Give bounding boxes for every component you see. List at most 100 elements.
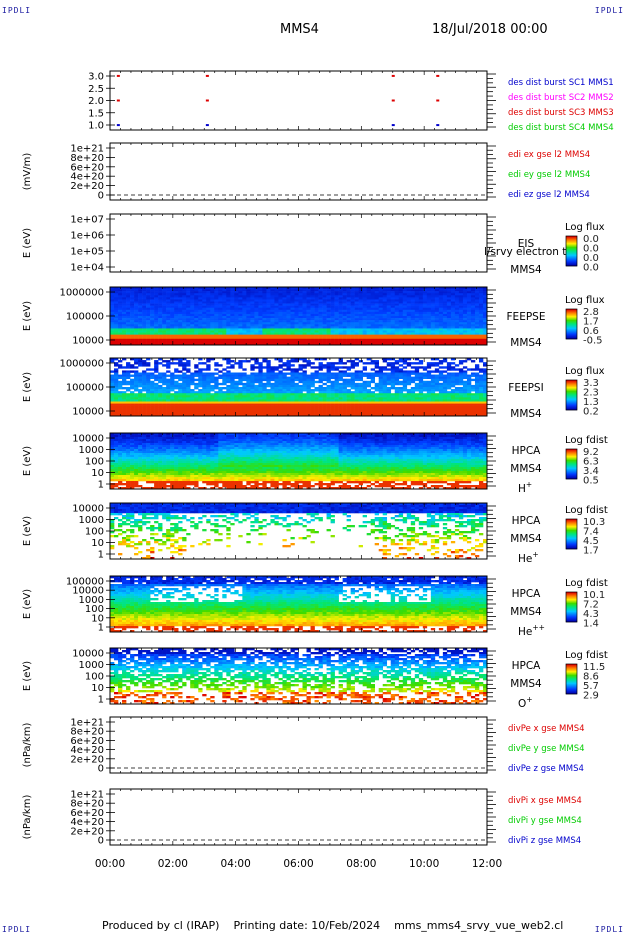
burst-marker [116, 124, 120, 127]
legend-entry: divPe z gse MMS4 [508, 764, 584, 774]
y-axis-label: E (eV) [22, 516, 33, 546]
y-tick-label: 10000 [72, 434, 104, 445]
colorbar-title: Log flux [565, 295, 605, 306]
species-label: He+ [518, 550, 539, 565]
y-tick-label: 1.5 [88, 108, 104, 119]
y-axis-label: E (eV) [22, 589, 33, 619]
y-tick-label: 100 [85, 527, 104, 538]
y-tick-label: 1e+04 [70, 263, 104, 274]
panel-frame [109, 70, 488, 131]
spacecraft-label: MMS4 [510, 264, 542, 276]
y-tick-label: 1000 [79, 660, 104, 671]
panel-frame [109, 142, 488, 201]
y-tick-label: 1000000 [59, 359, 104, 370]
spectrogram [110, 576, 488, 633]
colorbar-label: -0.5 [583, 336, 603, 347]
y-tick-label: 1000000 [59, 288, 104, 299]
y-axis-label: E (eV) [22, 372, 33, 402]
burst-marker [205, 124, 209, 127]
y-tick-label: 1000 [79, 445, 104, 456]
colorbar-label: 5.7 [583, 681, 599, 692]
colorbar [565, 379, 578, 411]
y-tick-label: 0 [98, 836, 104, 847]
y-tick-label: 2.0 [88, 96, 104, 107]
colorbar-label: 1.3 [583, 397, 599, 408]
y-tick-label: 2e+20 [70, 754, 104, 765]
spectrogram [110, 358, 488, 417]
right-tick-column [487, 578, 496, 630]
x-tick-label: 12:00 [472, 858, 502, 870]
colorbar-label: 0.0 [583, 263, 599, 274]
y-tick-label: 10000 [72, 649, 104, 660]
y-tick-label: 1e+21 [70, 718, 104, 729]
colorbar-label: 7.2 [583, 600, 599, 611]
y-axis-label: E (eV) [22, 661, 33, 691]
x-tick-label: 04:00 [221, 858, 251, 870]
y-tick-label: 2.5 [88, 84, 104, 95]
species-charge: + [526, 695, 532, 704]
y-tick-label: 1e+07 [70, 215, 104, 226]
y-tick-label: 10 [91, 613, 104, 624]
y-axis-label: E (eV) [22, 301, 33, 331]
burst-marker [436, 124, 440, 127]
colorbar-label: 4.3 [583, 609, 599, 620]
y-tick-label: 4e+20 [70, 745, 104, 756]
colorbar-label: 0.0 [583, 234, 599, 245]
colorbar-title: Log fdist [565, 650, 608, 661]
colorbar [565, 448, 578, 480]
colorbar-label: 6.3 [583, 457, 599, 468]
colorbar-label: 0.2 [583, 407, 599, 418]
instrument-label: HPCA [512, 515, 542, 527]
colorbar [565, 235, 578, 267]
y-tick-label: 100000 [66, 383, 104, 394]
spectrogram [110, 287, 488, 346]
y-tick-label: 10000 [72, 504, 104, 515]
instrument-label: HPCA [512, 588, 542, 600]
x-tick-label: 00:00 [95, 858, 125, 870]
legend-entry: des dist burst SC2 MMS2 [508, 93, 614, 103]
corner-label-bottom-left: IPDLI [2, 925, 32, 934]
y-tick-label: 100000 [66, 312, 104, 323]
y-tick-label: 6e+20 [70, 162, 104, 173]
right-tick-column [487, 505, 496, 557]
colorbar-title: Log fdist [565, 505, 608, 516]
colorbar-label: 1.7 [583, 546, 599, 557]
y-tick-label: 4e+20 [70, 172, 104, 183]
y-tick-label: 1e+21 [70, 790, 104, 801]
burst-marker [436, 74, 440, 77]
y-tick-label: 1e+06 [70, 231, 104, 242]
instrument-label: EIS [518, 238, 535, 250]
colorbar-label: 0.0 [583, 244, 599, 255]
species-label: H+ [518, 480, 532, 495]
right-tick-column [487, 650, 496, 702]
legend-entry: edi ez gse l2 MMS4 [508, 190, 590, 200]
y-tick-label: 1.0 [88, 121, 104, 132]
legend-entry: des dist burst SC1 MMS1 [508, 78, 614, 88]
y-tick-label: 6e+20 [70, 808, 104, 819]
y-tick-label: 1 [98, 695, 104, 706]
species-label: O+ [518, 695, 533, 710]
spacecraft-label: MMS4 [510, 463, 542, 475]
y-axis-label: (mV/m) [22, 153, 33, 191]
panel-5: 1000000 100000 10000 E (eV) FEEPSI MMS4 Log fl… [22, 357, 605, 420]
right-tick-column [487, 719, 496, 771]
colorbar-label: 4.5 [583, 536, 599, 547]
colorbar-label: 11.5 [583, 662, 605, 673]
colorbar [565, 663, 578, 695]
chart-date: 18/Jul/2018 00:00 [432, 22, 548, 37]
colorbar-label: 3.4 [583, 466, 599, 477]
instrument-label: HPCA [512, 445, 542, 457]
burst-marker [116, 99, 120, 102]
legend-entry: divPi x gse MMS4 [508, 796, 582, 806]
right-tick-column [487, 791, 496, 843]
right-tick-column [487, 216, 496, 270]
y-tick-label: 1000 [79, 595, 104, 606]
corner-label-bottom-right: IPDLI [594, 925, 624, 934]
x-tick-label: 08:00 [346, 858, 376, 870]
legend-entry: des dist burst SC4 MMS4 [508, 123, 614, 133]
y-tick-label: 100 [85, 672, 104, 683]
spacecraft-label: MMS4 [510, 533, 542, 545]
